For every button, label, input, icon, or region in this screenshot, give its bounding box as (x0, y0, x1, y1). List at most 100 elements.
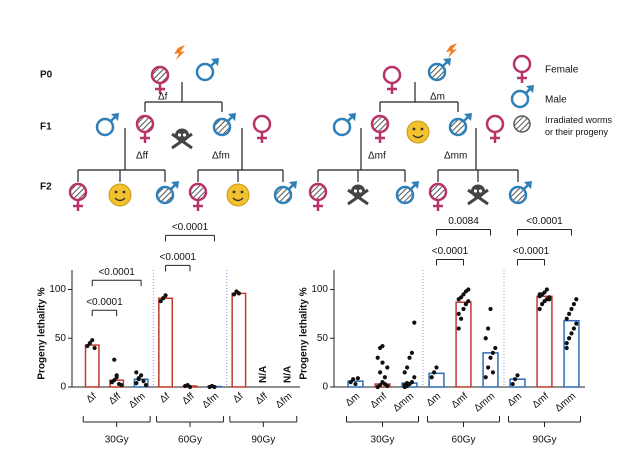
female-symbol (370, 114, 390, 134)
pedigree-label: Δfm (212, 151, 230, 162)
male-symbol (464, 113, 472, 121)
bar (455, 301, 472, 388)
female-symbol (308, 182, 328, 202)
skull (182, 133, 187, 137)
skull (353, 189, 358, 193)
bar (109, 379, 125, 388)
data-point (136, 376, 141, 381)
male-symbol (395, 185, 415, 205)
smiley (122, 190, 126, 194)
data-point (463, 302, 468, 307)
data-point (163, 293, 168, 298)
x-tick-label: Δm (506, 391, 525, 409)
lightning (174, 45, 185, 60)
data-point (456, 326, 461, 331)
significance-label: <0.0001 (432, 246, 469, 257)
smiley (226, 183, 250, 207)
y-tick-label: 50 (55, 333, 67, 344)
y-tick-label: 0 (322, 382, 328, 393)
data-point (109, 380, 114, 385)
data-point (385, 383, 390, 389)
data-point (85, 343, 90, 349)
legend-label: Irradiated worms or their progeny (545, 115, 613, 137)
data-point (459, 316, 464, 321)
data-point (380, 343, 385, 349)
male-symbol (508, 185, 528, 205)
male-symbol (448, 117, 468, 137)
male-symbol (212, 117, 232, 137)
data-point (515, 373, 520, 378)
generation-label: F2 (40, 182, 52, 193)
data-point (348, 380, 353, 385)
bar (158, 297, 174, 388)
data-point (513, 377, 518, 382)
data-point (488, 306, 493, 312)
skull (175, 128, 189, 142)
data-point (434, 365, 439, 370)
x-tick-label: Δm (425, 391, 444, 409)
data-point (537, 306, 542, 312)
group-label: 60Gy (452, 435, 476, 446)
significance-label: <0.0001 (98, 267, 135, 278)
data-point (483, 336, 488, 341)
data-point (493, 345, 498, 351)
data-point (409, 380, 414, 385)
skull (473, 189, 478, 193)
data-point (571, 302, 577, 307)
data-point (134, 381, 139, 386)
data-point (412, 320, 417, 325)
pedigree-label: Δmm (444, 151, 467, 162)
data-point (459, 295, 464, 300)
skull (354, 195, 362, 199)
data-point (143, 382, 149, 388)
smiley (412, 127, 416, 131)
data-point (409, 350, 414, 355)
data-point (537, 292, 542, 297)
male-symbol (273, 185, 293, 205)
male-symbol (427, 62, 447, 82)
female-symbol (382, 65, 402, 85)
data-point (564, 345, 569, 351)
x-tick-label: Δmf (449, 391, 470, 411)
data-point (355, 376, 360, 381)
data-point (231, 292, 237, 297)
smiley (420, 127, 424, 131)
y-axis-label: Progeny lethality % (299, 287, 310, 379)
smiley (114, 197, 126, 202)
smiley (240, 190, 244, 194)
data-point (488, 355, 493, 360)
data-point (486, 326, 491, 331)
pedigree-label: Δmf (368, 151, 386, 162)
female-symbol (188, 182, 208, 202)
male-symbol (526, 85, 534, 93)
male-symbol (443, 58, 451, 66)
data-point (483, 375, 488, 380)
smiley (232, 197, 244, 202)
y-tick-label: 0 (60, 382, 66, 393)
data-point (141, 379, 146, 384)
female-symbol (150, 65, 170, 85)
bar (536, 295, 553, 388)
data-point (544, 287, 550, 292)
significance-label: <0.0001 (86, 297, 123, 308)
female-symbol (485, 114, 505, 134)
y-tick-label: 50 (317, 333, 329, 344)
data-point (542, 290, 547, 295)
data-point (432, 370, 437, 375)
group-label: 30Gy (105, 435, 129, 446)
data-point (490, 350, 495, 355)
data-point (119, 382, 124, 388)
smiley (406, 120, 430, 144)
female-symbol (135, 114, 155, 134)
x-tick-label: Δmm (553, 391, 578, 414)
group-label: 90Gy (251, 435, 275, 446)
male-symbol (211, 58, 219, 66)
data-point (466, 287, 471, 292)
generation-label: P0 (40, 70, 53, 81)
data-point (510, 381, 515, 387)
y-tick-label: 100 (311, 284, 328, 295)
legend-label: Female (545, 65, 579, 76)
x-tick-label: Δf (158, 391, 172, 406)
